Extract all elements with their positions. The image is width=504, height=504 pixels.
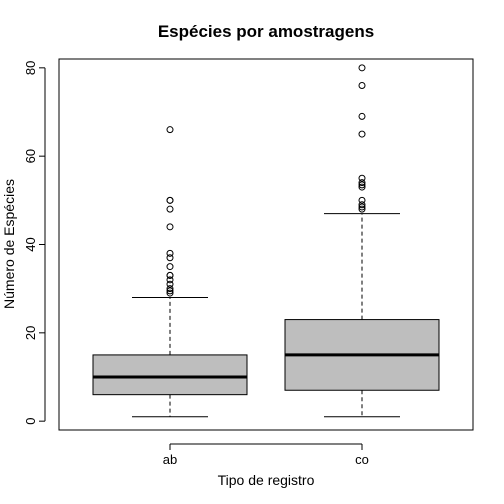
x-tick-label: co [355, 452, 369, 467]
y-tick-label: 40 [23, 237, 38, 251]
y-tick-label: 0 [23, 418, 38, 425]
y-tick-label: 60 [23, 149, 38, 163]
iqr-box [93, 355, 247, 395]
x-axis-label: Tipo de registro [218, 472, 315, 488]
y-tick-label: 20 [23, 326, 38, 340]
x-tick-label: ab [163, 452, 177, 467]
y-axis-label: Número de Espécies [1, 179, 17, 309]
chart-title: Espécies por amostragens [158, 22, 374, 41]
y-tick-label: 80 [23, 61, 38, 75]
